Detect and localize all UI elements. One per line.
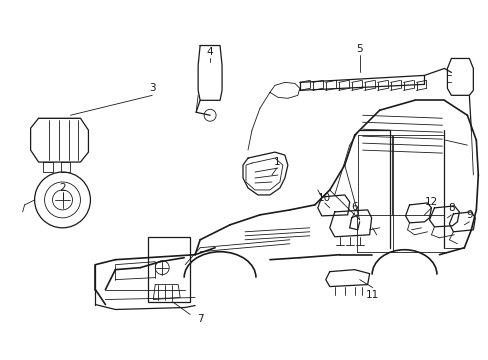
Text: 2: 2	[59, 183, 66, 193]
Text: 3: 3	[149, 84, 155, 93]
Text: 10: 10	[318, 193, 331, 203]
Text: 11: 11	[365, 289, 379, 300]
Text: 12: 12	[424, 197, 437, 207]
Text: 6: 6	[351, 202, 357, 212]
Text: 5: 5	[356, 44, 362, 54]
Text: 9: 9	[465, 210, 472, 220]
Text: 7: 7	[196, 314, 203, 324]
Bar	[148, 237, 190, 302]
Text: 4: 4	[206, 48, 213, 58]
Text: 1: 1	[273, 157, 280, 167]
Text: 8: 8	[447, 203, 454, 213]
